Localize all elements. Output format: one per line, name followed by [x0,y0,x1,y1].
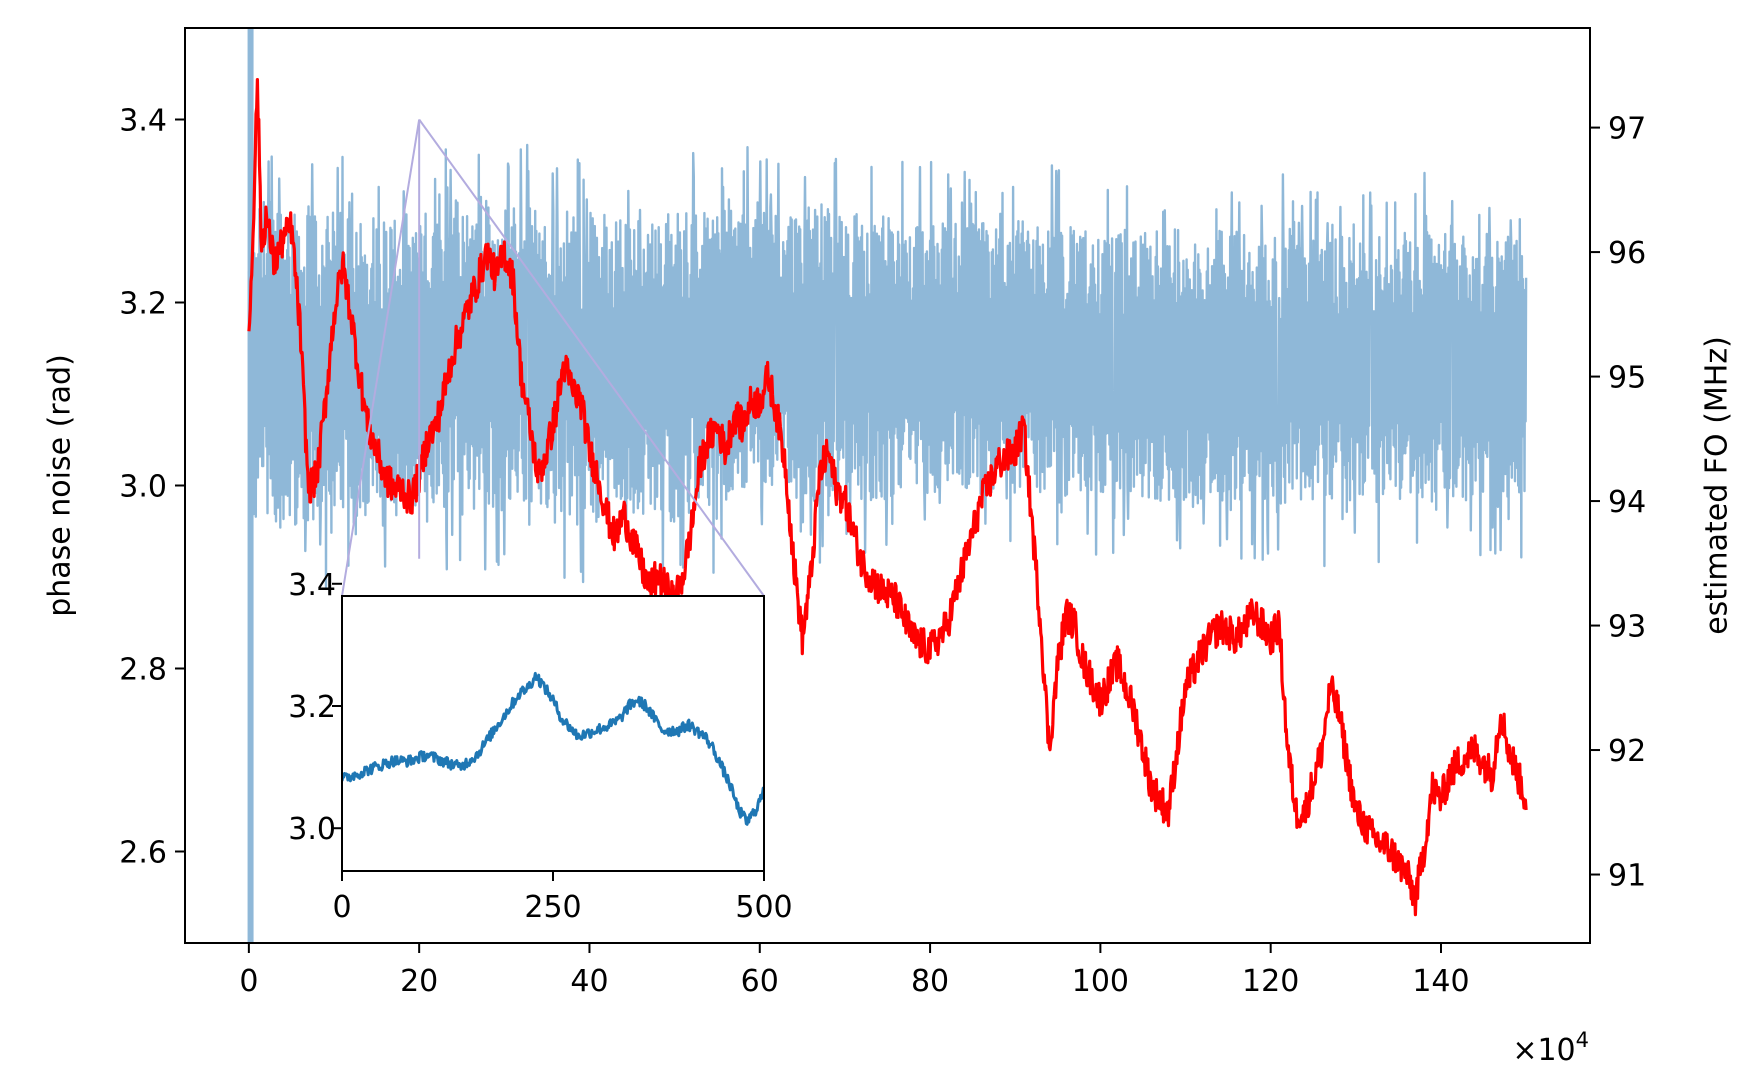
x-tick-label: 0 [239,964,258,999]
inset-x-tick-label: 250 [524,890,581,925]
right-tick-label: 94 [1608,485,1646,520]
main-plot-area: 0 20 40 60 80 100 120 140 2.62.83.03.23.4 91929… [43,27,1735,1068]
left-tick-label: 2.8 [119,653,167,688]
x-multiplier-exponent: 4 [1576,1028,1589,1052]
right-tick-label: 92 [1608,734,1646,769]
x-multiplier-base: ×10 [1512,1033,1575,1068]
left-tick-label: 2.6 [119,836,167,871]
phase-noise-series [247,28,1528,943]
inset-y-axis-ticks: 3.0 3.2 3.4 [288,568,342,847]
right-tick-label: 91 [1608,859,1646,894]
right-tick-label: 93 [1608,610,1646,645]
phase-noise-line [247,143,1528,588]
right-tick-label: 97 [1608,112,1646,147]
right-axis-label: estimated FO (MHz) [1700,336,1735,635]
inset-y-tick-label: 3.2 [288,690,336,725]
x-tick-label: 20 [400,964,438,999]
inset-y-tick-label: 3.0 [288,812,336,847]
right-axis-ticks: 91 92 93 94 95 96 97 [1590,112,1646,894]
x-axis-multiplier: ×104 [1512,1028,1589,1068]
right-tick-label: 95 [1608,361,1646,396]
zoom-line-left [341,119,421,597]
x-axis-ticks: 0 20 40 60 80 100 120 140 [239,943,1470,999]
left-axis-ticks: 2.6 2.8 3.0 3.2 3.4 [119,104,185,871]
inset-y-tick-label: 3.4 [288,568,336,603]
x-tick-label: 140 [1412,964,1469,999]
x-tick-label: 100 [1072,964,1129,999]
x-tick-label: 40 [570,964,608,999]
left-tick-label: 3.0 [119,470,167,505]
inset-x-tick-label: 500 [735,890,792,925]
x-tick-label: 80 [911,964,949,999]
zoom-indicator-lines [341,118,765,597]
estimated-fo-series [247,78,1528,917]
inset-x-axis-ticks: 0 250 500 [332,871,793,925]
left-tick-label: 3.2 [119,287,167,322]
inset-series [342,671,764,826]
inset-plot: 0 250 500 3.0 3.2 3.4 [288,568,792,925]
left-tick-label: 3.4 [119,104,167,139]
right-tick-label: 96 [1608,236,1646,271]
inset-x-tick-label: 0 [332,890,351,925]
x-tick-label: 120 [1242,964,1299,999]
estimated-fo-line [247,78,1528,917]
left-axis-label: phase noise (rad) [43,354,78,617]
zoom-line-right [418,118,765,597]
inset-line [342,671,764,826]
x-tick-label: 60 [741,964,779,999]
